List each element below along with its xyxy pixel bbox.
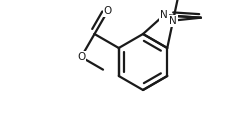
Text: O: O xyxy=(77,52,85,62)
Text: O: O xyxy=(104,6,112,16)
Text: N: N xyxy=(169,16,177,26)
Text: N: N xyxy=(160,10,168,20)
